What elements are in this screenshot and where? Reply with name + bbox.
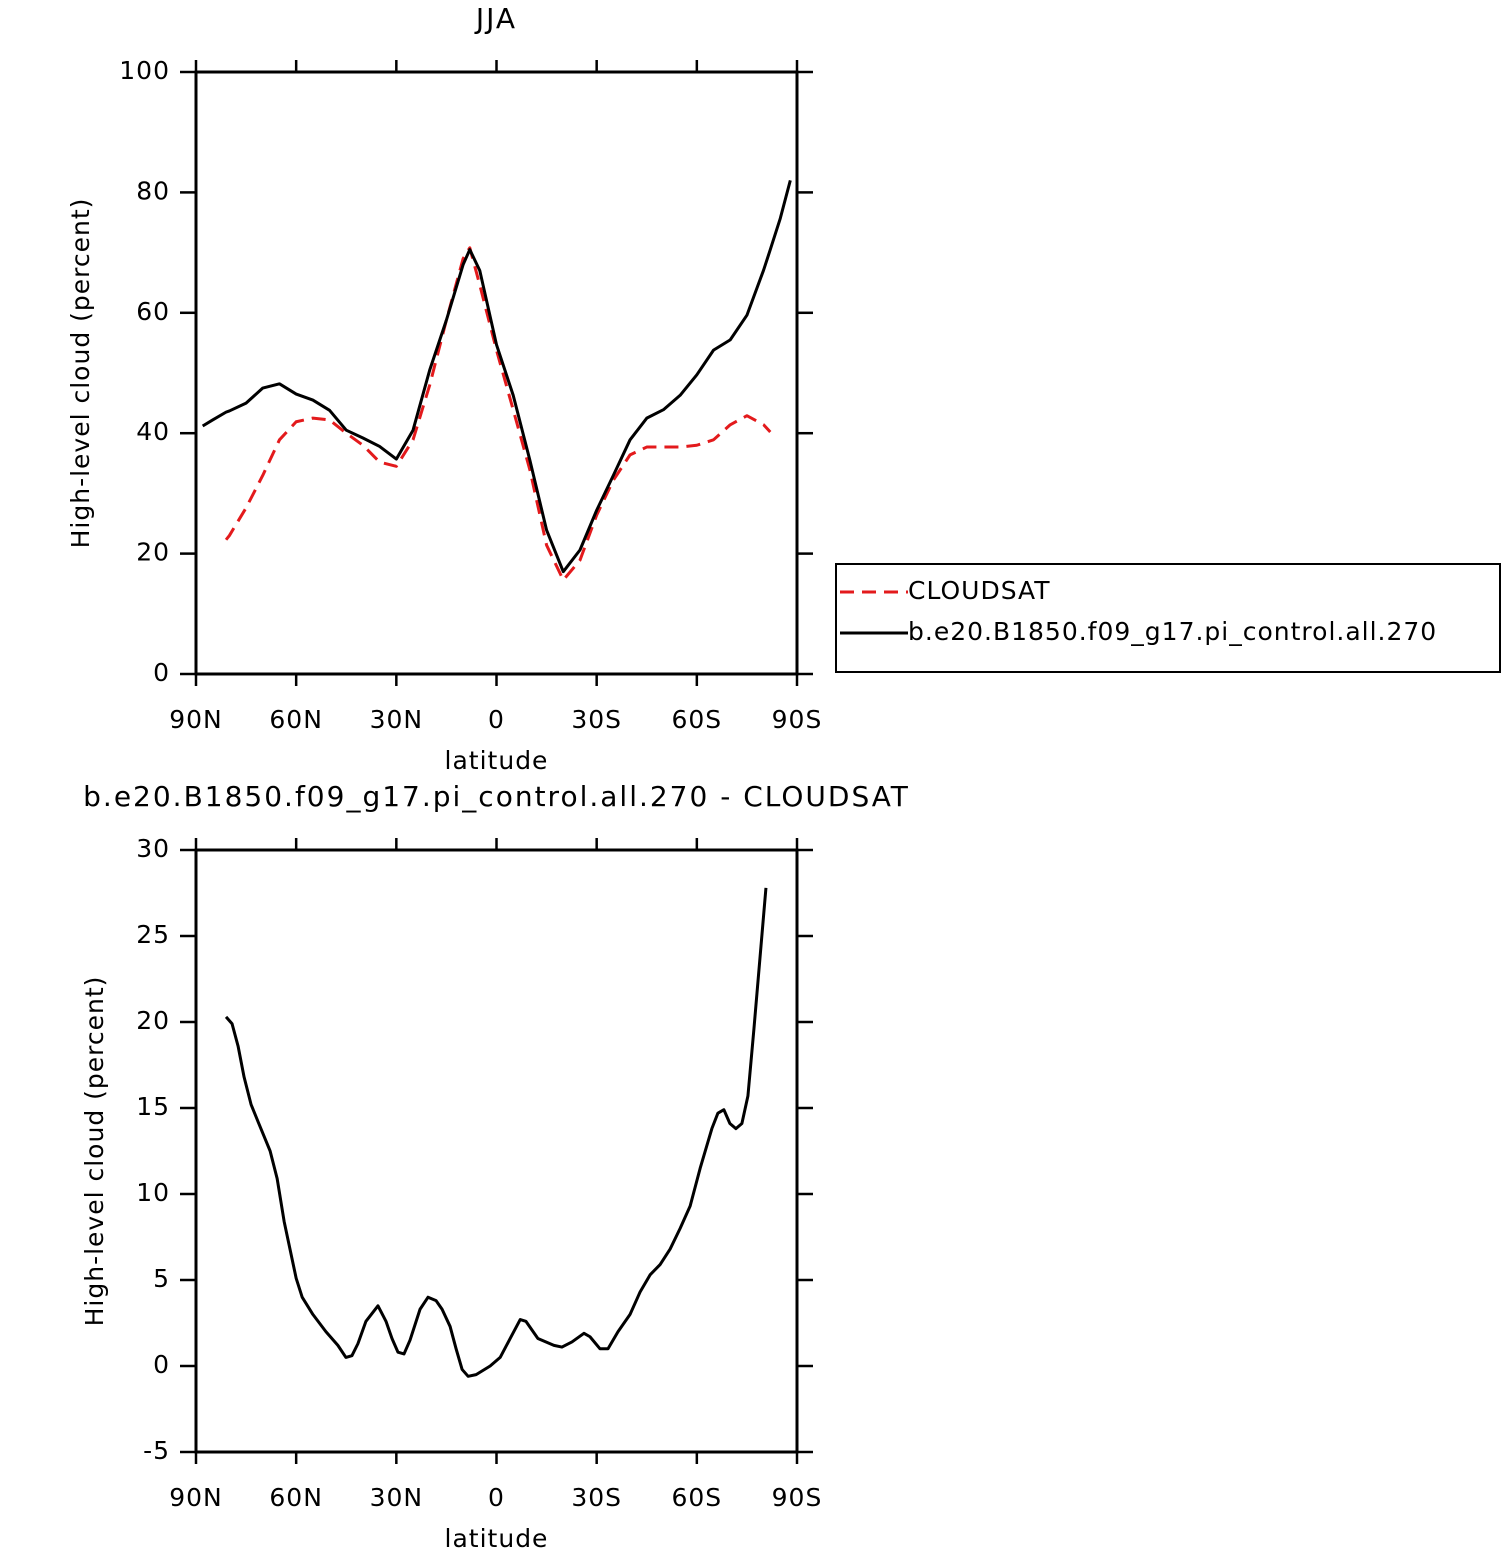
- x-tick-label: 90S: [772, 705, 823, 734]
- chart-title: b.e20.B1850.f09_g17.pi_control.all.270 -…: [83, 780, 910, 813]
- legend-label: CLOUDSAT: [908, 576, 1051, 605]
- y-tick-label: 40: [136, 417, 170, 446]
- y-tick-label: 20: [136, 538, 170, 567]
- x-tick-label: 30S: [571, 705, 622, 734]
- x-tick-label: 90N: [169, 1483, 223, 1512]
- y-tick-label: 20: [136, 1006, 170, 1035]
- y-tick-label: 30: [136, 834, 170, 863]
- x-tick-label: 0: [488, 1483, 505, 1512]
- y-tick-label: 80: [136, 176, 170, 205]
- x-axis-label: latitude: [445, 746, 549, 775]
- y-axis-label: High-level cloud (percent): [66, 198, 95, 549]
- plot-frame: [194, 70, 799, 676]
- x-tick-label: 60N: [269, 1483, 323, 1512]
- y-tick-label: 0: [153, 1350, 170, 1379]
- y-tick-label: -5: [143, 1436, 170, 1465]
- x-tick-label: 0: [488, 705, 505, 734]
- series-line: [224, 246, 772, 582]
- series-line: [201, 179, 792, 574]
- x-tick-label: 90N: [169, 705, 223, 734]
- x-tick-label: 60N: [269, 705, 323, 734]
- series-line: [224, 887, 768, 1378]
- y-tick-label: 15: [136, 1092, 170, 1121]
- y-tick-label: 60: [136, 297, 170, 326]
- y-tick-label: 25: [136, 920, 170, 949]
- x-tick-label: 60S: [671, 705, 722, 734]
- y-tick-label: 10: [136, 1178, 170, 1207]
- plot-frame: [194, 848, 799, 1454]
- x-tick-label: 30N: [370, 705, 424, 734]
- x-tick-label: 30N: [370, 1483, 424, 1512]
- y-tick-label: 0: [153, 658, 170, 687]
- x-tick-label: 90S: [772, 1483, 823, 1512]
- x-tick-label: 30S: [571, 1483, 622, 1512]
- y-tick-label: 5: [153, 1264, 170, 1293]
- y-tick-label: 100: [119, 56, 170, 85]
- x-tick-label: 60S: [671, 1483, 722, 1512]
- legend-box: [835, 563, 1501, 673]
- chart-title: JJA: [474, 2, 517, 35]
- x-axis-label: latitude: [445, 1524, 549, 1553]
- y-axis-label: High-level cloud (percent): [80, 976, 109, 1327]
- legend-label: b.e20.B1850.f09_g17.pi_control.all.270: [908, 617, 1437, 646]
